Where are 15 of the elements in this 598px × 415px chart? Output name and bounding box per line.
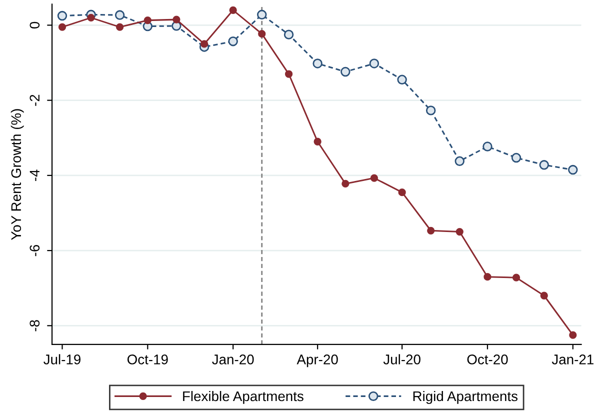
x-tick-label: Jan-20 <box>212 354 254 364</box>
legend-label: Rigid Apartments <box>413 390 518 404</box>
x-tick-label: Apr-20 <box>296 354 338 368</box>
y-tick-label: 0 <box>30 22 40 29</box>
y-tick-label: -2 <box>30 94 40 106</box>
x-tick-label: Jul-19 <box>44 354 80 364</box>
y-tick-label: -4 <box>30 170 40 181</box>
x-tick-label: Jul-20 <box>383 354 420 364</box>
x-tick-label: Jan-21 <box>552 354 594 364</box>
x-tick-label: Oct-19 <box>127 354 168 364</box>
y-axis-title: YoY Rent Growth (%) <box>10 109 24 240</box>
legend-label: Flexible Apartments <box>183 390 304 404</box>
y-tick-label: -8 <box>30 320 40 332</box>
y-tick-label: -6 <box>30 244 40 256</box>
x-tick-label: Oct-20 <box>467 354 508 364</box>
